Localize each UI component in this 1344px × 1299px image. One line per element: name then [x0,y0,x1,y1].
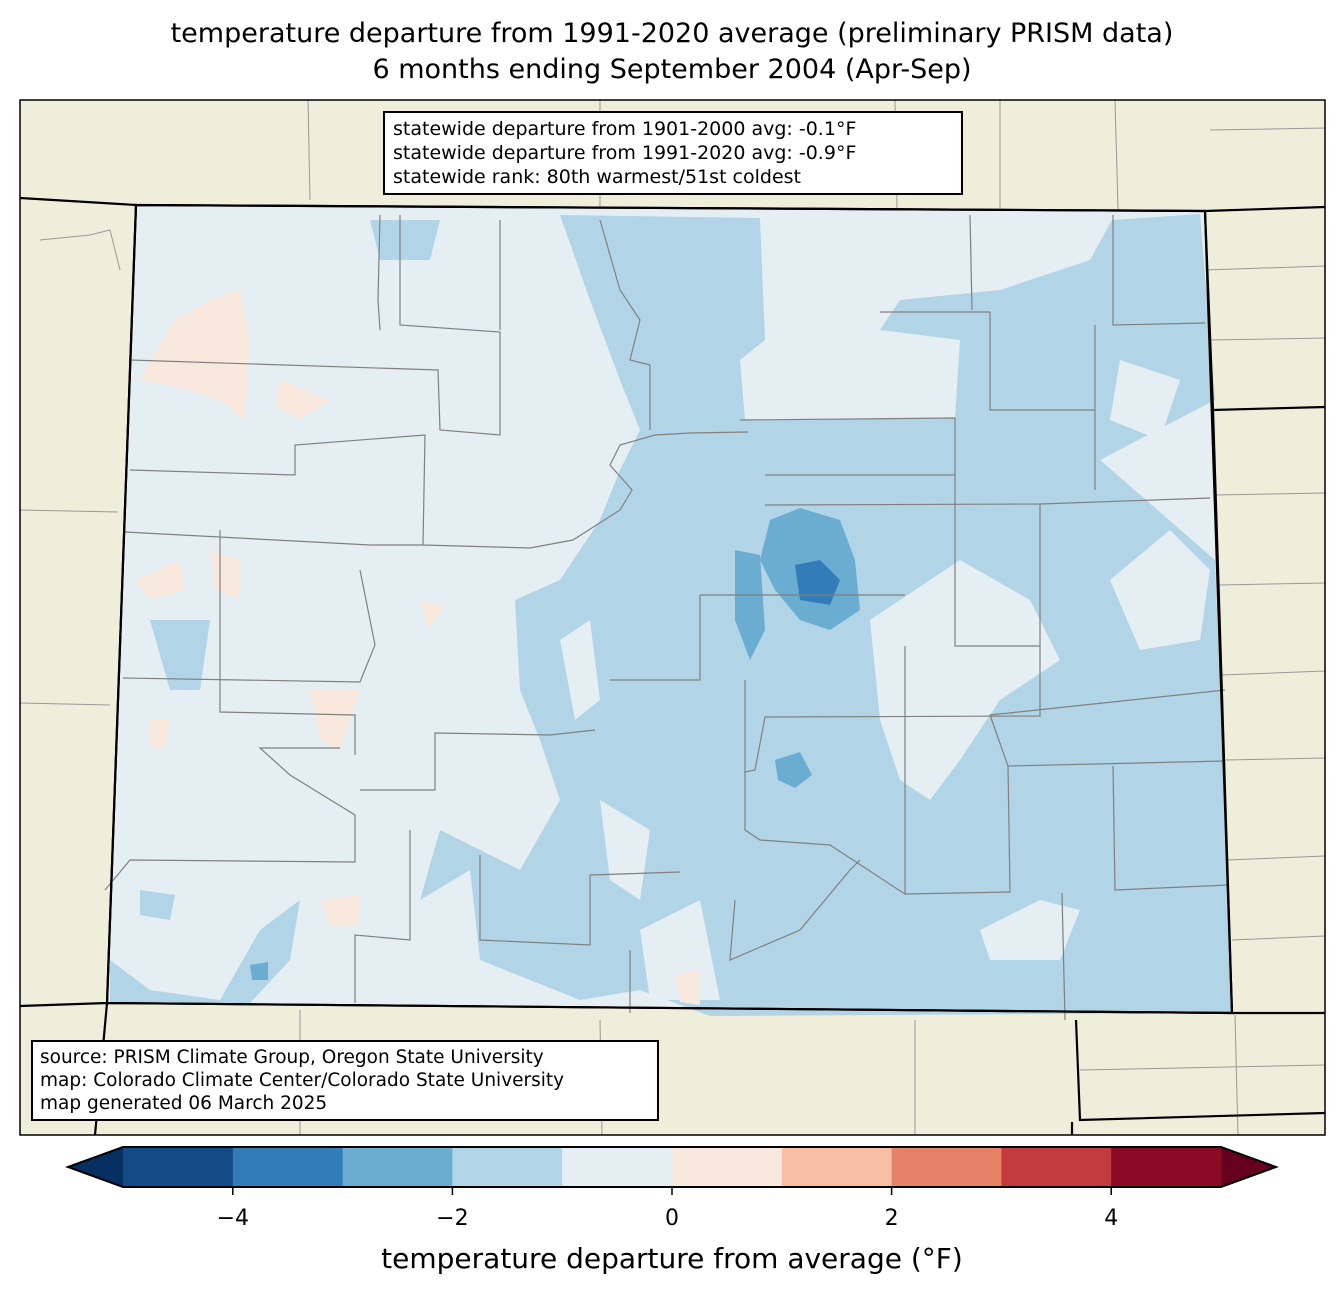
map-title-line2: 6 months ending September 2004 (Apr-Sep) [372,54,972,85]
coldest-anomaly-region [795,560,840,605]
stats-line-1901-2000: statewide departure from 1901-2000 avg: … [393,118,857,140]
colorbar-bin [452,1147,563,1187]
colorbar-bin [1001,1147,1112,1187]
colorbar-bin [672,1147,783,1187]
colorbar-label: temperature departure from average (°F) [381,1242,963,1275]
colorbar-tick-label: 4 [1104,1206,1119,1231]
source-box: source: PRISM Climate Group, Oregon Stat… [31,1040,659,1121]
source-line-prism: source: PRISM Climate Group, Oregon Stat… [40,1047,544,1068]
colorbar-bin [891,1147,1002,1187]
colorbar-bin [123,1147,234,1187]
colorbar-tick-label: 0 [665,1206,679,1231]
source-line-map: map: Colorado Climate Center/Colorado St… [40,1070,565,1091]
map-frame [19,99,1326,1136]
colorbar-bin [342,1147,453,1187]
colorbar-bin [562,1147,673,1187]
source-line-generated: map generated 06 March 2025 [40,1093,328,1114]
colorbar-extend-high [1221,1147,1276,1187]
colorbar-tick-label: 2 [884,1206,899,1231]
warm-anomaly-regions [135,290,700,1005]
colorbar-extend-low [68,1147,123,1187]
stats-line-rank: statewide rank: 80th warmest/51st coldes… [393,166,802,188]
colorbar-bin [232,1147,344,1187]
colorbar-tick-label: −4 [216,1206,250,1231]
map-title-line1: temperature departure from 1991-2020 ave… [170,18,1174,49]
statewide-stats-box: statewide departure from 1901-2000 avg: … [383,111,963,195]
stats-line-1991-2020: statewide departure from 1991-2020 avg: … [393,142,857,164]
colorbar [65,1146,1279,1195]
state-borders [20,196,1325,1135]
county-lines [104,214,1229,1021]
colorbar-outline [65,1146,1279,1188]
colorbar-tick-label: −2 [436,1206,469,1231]
colorbar-bin [781,1147,893,1187]
colorbar-bin [1111,1147,1222,1187]
